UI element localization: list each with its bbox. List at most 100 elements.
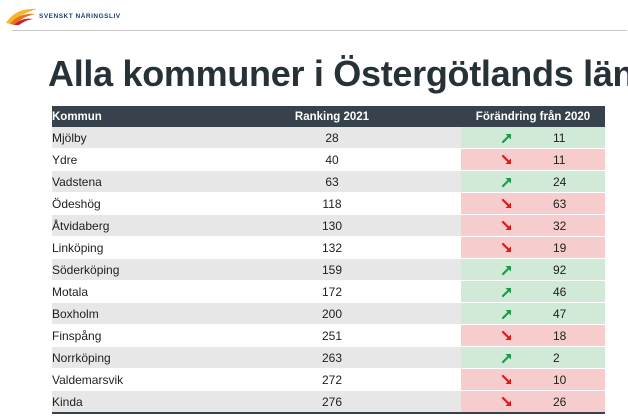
arrow-down-right-icon: [501, 374, 512, 384]
header-divider: [12, 30, 627, 31]
change-cell: 24: [461, 170, 605, 193]
change-cell: 10: [461, 368, 605, 391]
kommun-cell: Linköping: [52, 236, 203, 259]
ranking-cell: 130: [203, 214, 461, 237]
change-value: 24: [553, 174, 567, 189]
change-value: 92: [553, 262, 567, 277]
ranking-cell: 118: [203, 192, 461, 215]
table-row: Mjölby 28 11: [52, 127, 605, 149]
change-cell: 32: [461, 214, 605, 237]
change-value: 46: [553, 284, 567, 299]
trend-arrow: [481, 330, 533, 342]
trend-arrow: [481, 220, 533, 232]
arrow-up-right-icon: [501, 287, 512, 297]
header-ranking: Ranking 2021: [203, 106, 461, 127]
ranking-cell: 172: [203, 280, 461, 303]
table-row: Söderköping 159 92: [52, 258, 605, 281]
arrow-up-right-icon: [501, 133, 512, 143]
change-value: 32: [553, 218, 567, 233]
table-row: Valdemarsvik 272 10: [52, 368, 605, 391]
ranking-table: Kommun Ranking 2021 Förändring från 2020…: [52, 106, 605, 413]
change-cell: 19: [461, 236, 605, 259]
arrow-down-right-icon: [501, 154, 512, 164]
change-cell: 18: [461, 324, 605, 347]
arrow-up-right-icon: [501, 265, 512, 275]
kommun-cell: Finspång: [52, 324, 203, 347]
ranking-cell: 28: [203, 127, 461, 149]
kommun-cell: Valdemarsvik: [52, 368, 203, 391]
ranking-cell: 159: [203, 258, 461, 281]
change-cell: 47: [461, 302, 605, 325]
ranking-cell: 63: [203, 170, 461, 193]
trend-arrow: [481, 198, 533, 210]
change-cell: 63: [461, 192, 605, 215]
kommun-cell: Vadstena: [52, 170, 203, 193]
table-header-row: Kommun Ranking 2021 Förändring från 2020: [52, 106, 605, 127]
table-row: Motala 172 46: [52, 280, 605, 303]
trend-arrow: [481, 176, 533, 188]
kommun-cell: Söderköping: [52, 258, 203, 281]
arrow-up-right-icon: [501, 177, 512, 187]
trend-arrow: [481, 154, 533, 166]
kommun-cell: Mjölby: [52, 127, 203, 149]
change-value: 47: [553, 306, 567, 321]
table-row: Ydre 40 11: [52, 148, 605, 171]
change-cell: 2: [461, 346, 605, 369]
table-row: Norrköping 263 2: [52, 346, 605, 369]
ranking-cell: 272: [203, 368, 461, 391]
kommun-cell: Motala: [52, 280, 203, 303]
arrow-down-right-icon: [501, 330, 512, 340]
change-cell: 46: [461, 280, 605, 303]
trend-arrow: [481, 374, 533, 386]
table-row: Ödeshög 118 63: [52, 192, 605, 215]
trend-arrow: [481, 308, 533, 320]
change-value: 11: [553, 152, 566, 167]
kommun-cell: Ödeshög: [52, 192, 203, 215]
brand-logo: SVENSKT NÄRINGSLIV: [4, 5, 121, 27]
change-cell: 11: [461, 148, 605, 171]
kommun-cell: Norrköping: [52, 346, 203, 369]
bird-wing-icon: [6, 8, 37, 25]
trend-arrow: [481, 242, 533, 254]
ranking-cell: 263: [203, 346, 461, 369]
change-value: 10: [553, 372, 567, 387]
change-value: 11: [553, 130, 566, 145]
change-value: 26: [553, 394, 567, 409]
kommun-cell: Boxholm: [52, 302, 203, 325]
change-cell: 11: [461, 127, 605, 149]
arrow-down-right-icon: [501, 220, 512, 230]
table-row: Finspång 251 18: [52, 324, 605, 347]
trend-arrow: [481, 264, 533, 276]
table-row: Åtvidaberg 130 32: [52, 214, 605, 237]
arrow-down-right-icon: [501, 396, 512, 406]
page-title: Alla kommuner i Östergötlands län: [48, 53, 628, 94]
trend-arrow: [481, 132, 533, 144]
ranking-cell: 40: [203, 148, 461, 171]
arrow-down-right-icon: [501, 242, 512, 252]
table-row: Kinda 276 26: [52, 390, 605, 413]
brand-name: SVENSKT NÄRINGSLIV: [39, 12, 121, 20]
kommun-cell: Ydre: [52, 148, 203, 171]
trend-arrow: [481, 396, 533, 408]
table-row: Vadstena 63 24: [52, 170, 605, 193]
ranking-cell: 251: [203, 324, 461, 347]
ranking-cell: 200: [203, 302, 461, 325]
trend-arrow: [481, 286, 533, 298]
change-cell: 26: [461, 390, 605, 413]
trend-arrow: [481, 352, 533, 364]
ranking-cell: 132: [203, 236, 461, 259]
table-bottom-rule: [52, 412, 605, 414]
arrow-down-right-icon: [501, 198, 512, 208]
table-body: Mjölby 28 11 Ydre 40 11 Vadstena 63 24 Ödeshög 118…: [52, 127, 605, 413]
change-value: 18: [553, 328, 567, 343]
header-change: Förändring från 2020: [461, 106, 605, 127]
change-value: 63: [553, 196, 567, 211]
header-kommun: Kommun: [52, 106, 203, 127]
change-value: 19: [553, 240, 567, 255]
ranking-cell: 276: [203, 390, 461, 413]
change-cell: 92: [461, 258, 605, 281]
kommun-cell: Åtvidaberg: [52, 214, 203, 237]
change-value: 2: [553, 350, 560, 365]
arrow-up-right-icon: [501, 353, 512, 363]
